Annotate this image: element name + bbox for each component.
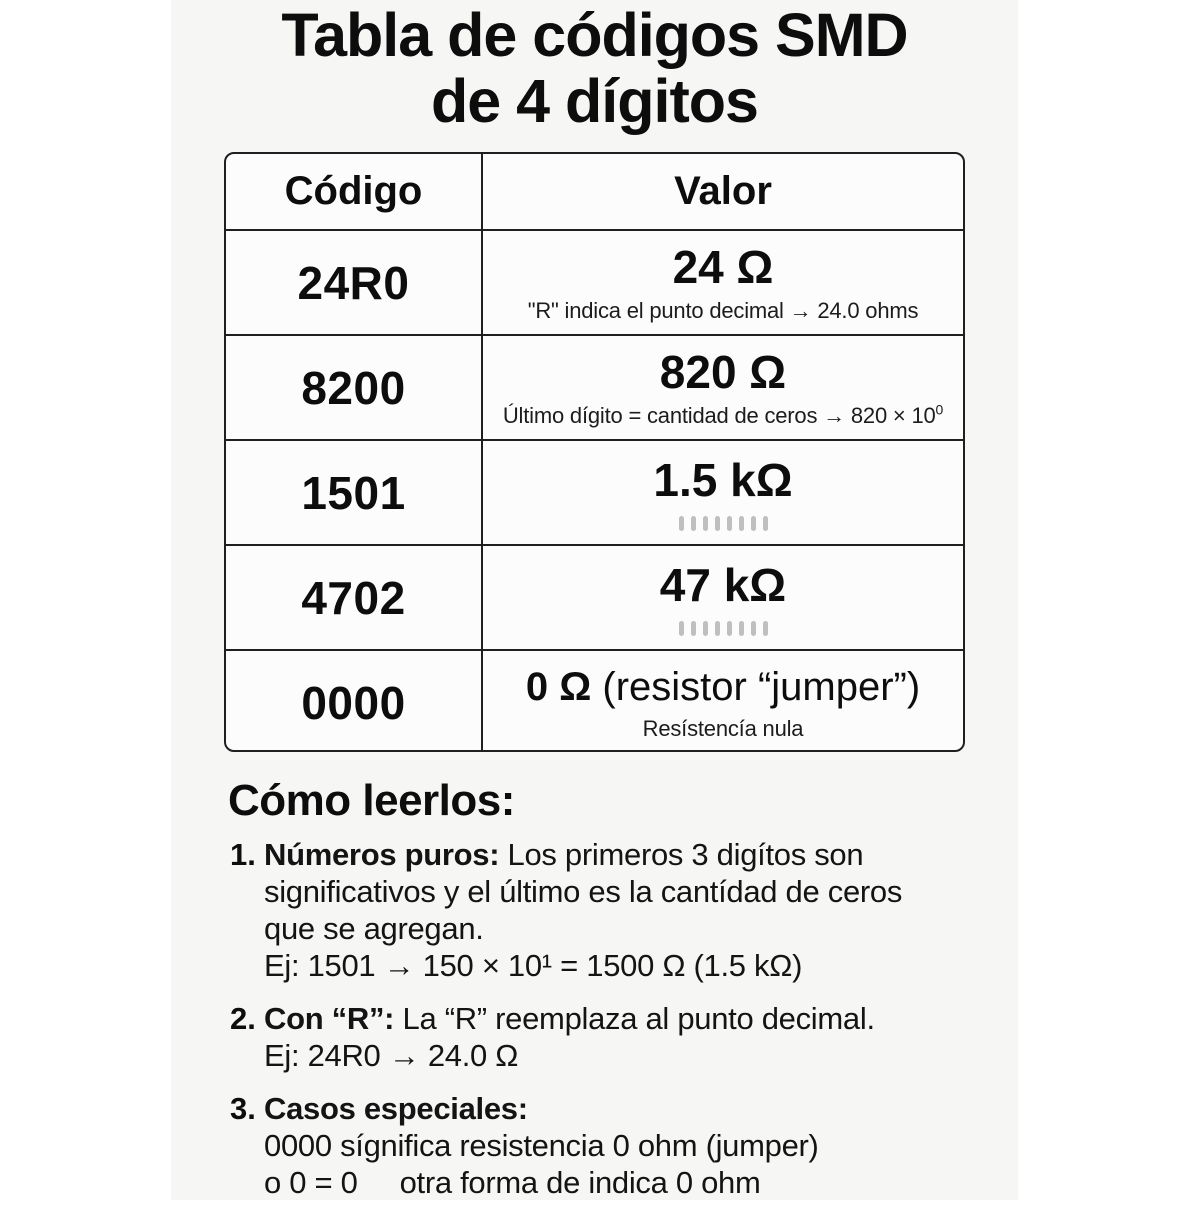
table-row: 8200 820 Ω Último dígito = cantidad de c…: [226, 334, 963, 439]
page-title: Tabla de códigos SMD de 4 dígitos: [171, 2, 1018, 134]
howto-example: Ej: 1501 → 150 × 10¹ = 1500 Ω (1.5 kΩ): [264, 948, 803, 983]
howto-line: o 0 = 0 otra forma de indica 0 ohm: [264, 1164, 970, 1201]
howto-example: Ej: 24R0 → 24.0 Ω: [264, 1038, 519, 1073]
code-cell: 1501: [226, 441, 483, 544]
howto-lead: Números puros:: [264, 837, 500, 872]
list-marker: 3.: [230, 1091, 256, 1126]
table-row: 4702 47 kΩ: [226, 544, 963, 649]
list-marker: 1.: [230, 837, 256, 872]
code-cell: 4702: [226, 546, 483, 649]
howto-item-2: 2. Con “R”: La “R” reemplaza al punto de…: [230, 1000, 970, 1074]
value-cell: 820 Ω Último dígito = cantidad de ceros …: [483, 336, 963, 439]
resistance-value: 1.5 kΩ: [653, 454, 793, 506]
code-cell: 24R0: [226, 231, 483, 334]
resistance-value: 47 kΩ: [659, 559, 787, 611]
value-note-superscript: 0: [935, 401, 944, 418]
howto-text: o 0 = 0: [264, 1165, 358, 1200]
value-cell: 24 Ω "R" indica el punto decimal → 24.0 …: [483, 231, 963, 334]
table-row: 24R0 24 Ω "R" indica el punto decimal → …: [226, 229, 963, 334]
value-note: Último dígito = cantidad de ceros → 820 …: [503, 403, 943, 429]
header-label-code: Código: [284, 169, 423, 213]
howto-line: 0000 sígnifica resistencia 0 ohm (jumper…: [264, 1128, 819, 1163]
resistance-value-bold: 0 Ω: [525, 665, 592, 709]
value-note-text: Último dígito = cantidad de ceros → 820 …: [502, 403, 936, 428]
list-marker: 2.: [230, 1001, 256, 1036]
value-note: "R" indica el punto decimal → 24.0 ohms: [527, 298, 919, 323]
code-value: 1501: [301, 466, 406, 519]
resistance-value: 820 Ω: [659, 346, 787, 398]
howto-list: 1. Números puros: Los primeros 3 digítos…: [230, 836, 970, 1217]
code-value: 0000: [301, 676, 406, 729]
howto-text: La “R” reemplaza al punto decimal.: [394, 1001, 876, 1036]
code-cell: 0000: [226, 651, 483, 750]
faded-text-dots: [678, 621, 768, 636]
code-value: 8200: [301, 361, 406, 414]
table-row: 0000 0 Ω (resistor “jumper”) Resístencía…: [226, 649, 963, 750]
resistance-value: 0 Ω (resistor “jumper”): [526, 663, 920, 711]
header-cell-value: Valor: [483, 154, 963, 229]
howto-item-1: 1. Números puros: Los primeros 3 digítos…: [230, 836, 970, 984]
value-note: Resístencía nula: [642, 716, 804, 741]
header-cell-code: Código: [226, 154, 483, 229]
code-value: 24R0: [297, 256, 410, 309]
howto-line: Casos especiales:: [264, 1090, 970, 1127]
resistance-value-label: (resistor “jumper”): [591, 665, 921, 709]
header-label-value: Valor: [674, 169, 772, 213]
code-value: 4702: [301, 571, 406, 624]
table-row: 1501 1.5 kΩ: [226, 439, 963, 544]
value-cell: 0 Ω (resistor “jumper”) Resístencía nula: [483, 651, 963, 750]
faded-text-dots: [678, 516, 768, 531]
howto-line: Números puros: Los primeros 3 digítos so…: [264, 836, 970, 873]
value-cell: 47 kΩ: [483, 546, 963, 649]
page-title-line1: Tabla de códigos SMD: [281, 1, 908, 69]
table-header-row: Código Valor: [226, 154, 963, 229]
howto-line: significativos y el último es la cantída…: [264, 874, 903, 909]
howto-item-body: Números puros: Los primeros 3 digítos so…: [264, 836, 970, 984]
howto-line: Con “R”: La “R” reemplaza al punto decim…: [264, 1000, 970, 1037]
howto-lead: Con “R”:: [264, 1001, 395, 1036]
value-cell: 1.5 kΩ: [483, 441, 963, 544]
howto-item-body: Casos especiales: 0000 sígnifica resiste…: [264, 1090, 970, 1201]
page-title-line2: de 4 dígitos: [431, 67, 759, 135]
howto-line: que se agregan.: [264, 911, 484, 946]
howto-heading: Cómo leerlos:: [228, 776, 515, 825]
howto-item-body: Con “R”: La “R” reemplaza al punto decim…: [264, 1000, 970, 1074]
howto-text: otra forma de indica 0 ohm: [399, 1165, 761, 1200]
code-cell: 8200: [226, 336, 483, 439]
howto-text: Los primeros 3 digítos son: [499, 837, 864, 872]
smd-code-table: Código Valor 24R0 24 Ω "R" indica el pun…: [224, 152, 965, 752]
document-panel: Tabla de códigos SMD de 4 dígitos Código…: [171, 0, 1018, 1200]
resistance-value: 24 Ω: [672, 241, 774, 293]
howto-lead: Casos especiales:: [264, 1091, 528, 1126]
howto-item-3: 3. Casos especiales: 0000 sígnifica resi…: [230, 1090, 970, 1201]
